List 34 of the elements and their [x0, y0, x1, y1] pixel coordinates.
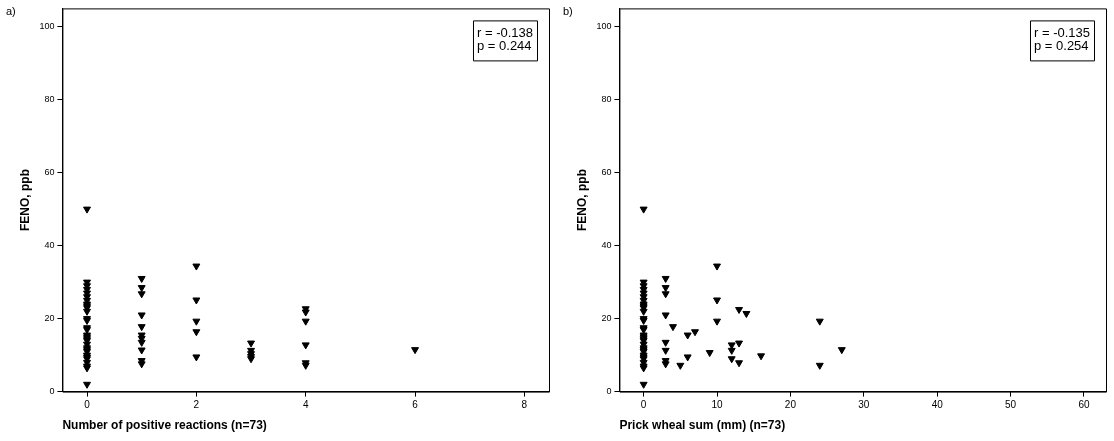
y-axis-title: FENO, ppb — [574, 169, 589, 231]
x-axis-title: Prick wheal sum (mm) (n=73) — [619, 418, 786, 433]
y-tick-label: 20 — [601, 313, 612, 324]
x-tick-label: 20 — [784, 399, 797, 411]
x-tick-label: 60 — [1078, 399, 1090, 411]
y-tick-label: 60 — [601, 167, 612, 178]
x-tick-label: 0 — [640, 399, 647, 411]
y-tick-label: 80 — [601, 94, 612, 105]
x-axis-title: Number of positive reactions (n=73) — [62, 418, 267, 433]
y-tick-label: 100 — [596, 21, 612, 32]
annotation: r = -0.135 — [1033, 25, 1091, 41]
y-tick-label: 0 — [49, 386, 55, 397]
x-tick-label: 0 — [84, 399, 91, 411]
text: a) — [6, 4, 16, 17]
y-tick-label: 80 — [44, 94, 55, 105]
text: b) — [563, 4, 573, 17]
x-tick-label: 6 — [412, 399, 419, 411]
annotation: p = 0.244 — [476, 38, 532, 54]
x-tick-label: 2 — [193, 399, 200, 411]
x-tick-label: 40 — [931, 399, 944, 411]
x-tick-label: 50 — [1005, 399, 1017, 411]
y-axis-title: FENO, ppb — [17, 169, 32, 231]
y-tick-label: 100 — [39, 21, 55, 32]
y-tick-label: 40 — [44, 240, 55, 251]
y-tick-label: 40 — [601, 240, 612, 251]
y-tick-label: 0 — [606, 386, 612, 397]
x-tick-label: 30 — [858, 399, 870, 411]
x-tick-label: 10 — [711, 399, 724, 411]
x-tick-label: 4 — [302, 399, 309, 411]
annotation: p = 0.254 — [1033, 38, 1089, 54]
y-tick-label: 60 — [44, 167, 55, 178]
y-tick-label: 20 — [44, 313, 55, 324]
annotation: r = -0.138 — [476, 25, 534, 41]
x-tick-label: 8 — [521, 399, 528, 411]
